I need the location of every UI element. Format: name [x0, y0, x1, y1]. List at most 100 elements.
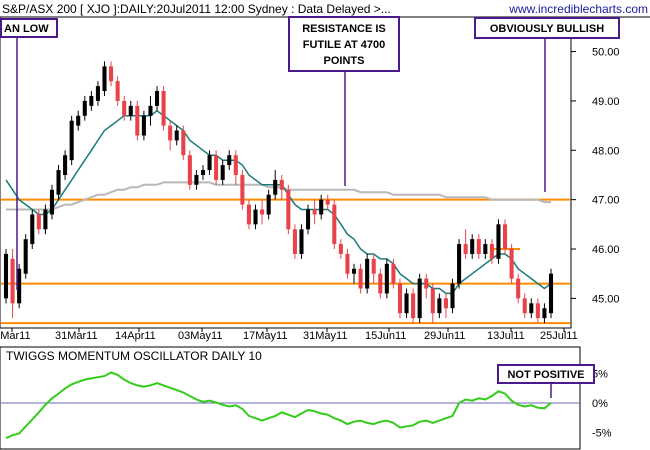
date-axis: 17Mar11 31Mar11 14Apr11 03May11 17May11 31May…	[0, 328, 578, 342]
candle-body	[404, 293, 409, 314]
momentum-oscillator-panel: TWIGGS MOMENTUM OSCILLATOR DAILY 10 5% 0%…	[0, 346, 650, 450]
date-tick-label: 15Jun11	[365, 330, 406, 342]
annotation-not-positive-box	[497, 364, 595, 384]
oscillator-frame	[0, 346, 581, 450]
candle-body	[43, 209, 48, 230]
candle-body	[200, 170, 206, 175]
annotation-not-positive-text: NOT POSITIVE	[507, 369, 584, 381]
candle-body	[351, 268, 357, 274]
candle-body	[371, 258, 376, 274]
annotation-resistance-box	[288, 16, 400, 72]
candle-body	[522, 298, 527, 314]
candle-body	[246, 204, 251, 225]
date-tick-label: 13Jul11	[487, 330, 525, 342]
annotation-bullish: OBVIOUSLY BULLISH	[474, 17, 620, 192]
candle-body	[56, 170, 61, 195]
date-tick-label: 03May11	[178, 330, 222, 342]
oscillator-tick-label: 5%	[592, 369, 608, 381]
oscillator-title: TWIGGS MOMENTUM OSCILLATOR DAILY 10	[6, 349, 262, 363]
chart-title: S&P/ASX 200 [ XJO ]:DAILY:20Jul2011 12:0…	[2, 2, 391, 16]
candle-body	[181, 130, 186, 156]
candle-body	[214, 155, 219, 180]
price-tick-label: 47.00	[592, 195, 620, 207]
oscillator-line	[5, 371, 552, 440]
candle-body	[49, 189, 54, 215]
candle-body	[266, 194, 271, 215]
candle-body	[17, 268, 22, 304]
candle-body	[30, 214, 35, 245]
candle-body	[358, 268, 363, 289]
candle-body	[378, 273, 383, 294]
date-tick-label: 25Jul11	[540, 330, 578, 342]
support-resistance-lines	[1, 198, 570, 325]
candle-body	[391, 263, 396, 284]
candle-body	[411, 293, 416, 319]
candle-body	[10, 258, 15, 304]
price-tick-label: 48.00	[592, 145, 620, 157]
candle-body	[306, 209, 311, 230]
candle-body	[194, 174, 199, 185]
candle-body	[535, 303, 540, 319]
candle-body	[450, 283, 455, 309]
candle-body	[135, 105, 140, 136]
candle-body	[273, 179, 278, 195]
candlesticks	[3, 61, 554, 324]
oscillator-tick-label: 0%	[592, 398, 608, 410]
candle-body	[542, 308, 547, 319]
candle-body	[227, 155, 232, 166]
candle-body	[417, 278, 422, 319]
candle-body	[154, 91, 160, 106]
candle-body	[63, 155, 68, 175]
price-tick-label: 46.00	[592, 244, 620, 256]
candle-body	[503, 224, 508, 250]
price-axis: 50.00 49.00 48.00 47.00 46.00 45.00	[571, 47, 620, 305]
candle-body	[319, 199, 324, 215]
candle-body	[457, 244, 462, 284]
candle-body	[23, 239, 28, 274]
candle-body	[299, 229, 304, 254]
candle-body	[443, 298, 448, 309]
candle-body	[345, 253, 350, 274]
price-tick-label: 49.00	[592, 96, 620, 108]
candle-body	[240, 174, 245, 205]
candle-body	[548, 273, 554, 314]
candle-body	[312, 209, 317, 215]
candle-body	[509, 249, 514, 279]
candle-body	[161, 91, 166, 126]
annotation-resistance: RESISTANCE IS FUTILE AT 4700 POINTS	[288, 16, 400, 186]
candle-body	[220, 165, 225, 180]
candle-body	[260, 209, 265, 215]
candle-body	[82, 100, 87, 116]
candle-body	[496, 224, 501, 259]
candle-body	[168, 125, 173, 141]
candle-body	[489, 244, 494, 259]
candle-body	[89, 95, 94, 106]
date-tick-label: 17May11	[243, 330, 287, 342]
candle-body	[36, 214, 41, 230]
candle-body	[516, 278, 521, 299]
annotation-resistance-line-3: POINTS	[324, 55, 365, 67]
candle-body	[463, 244, 468, 254]
candle-body	[424, 278, 429, 289]
annotation-bullish-box	[474, 17, 620, 39]
candle-body	[286, 189, 291, 230]
annotation-low: AN LOW	[0, 18, 58, 290]
candle-body	[115, 81, 120, 101]
candle-body	[122, 100, 127, 116]
date-tick-label: 31Mar11	[55, 330, 98, 342]
candle-body	[476, 239, 481, 254]
website-url[interactable]: www.incrediblecharts.com	[508, 2, 648, 16]
annotation-not-positive: NOT POSITIVE	[497, 364, 595, 398]
candle-body	[483, 244, 488, 254]
annotation-low-text: AN LOW	[4, 23, 49, 35]
candle-body	[397, 283, 403, 314]
candle-body	[233, 155, 238, 175]
candle-body	[384, 263, 389, 294]
candle-body	[279, 179, 284, 190]
annotation-resistance-line-2: FUTILE AT 4700	[303, 39, 386, 51]
candle-body	[3, 253, 9, 299]
date-tick-label: 31May11	[303, 330, 347, 342]
candle-body	[128, 105, 133, 116]
oscillator-plot: 5% 0% -5%	[1, 369, 612, 440]
annotation-resistance-line-1: RESISTANCE IS	[302, 23, 386, 35]
